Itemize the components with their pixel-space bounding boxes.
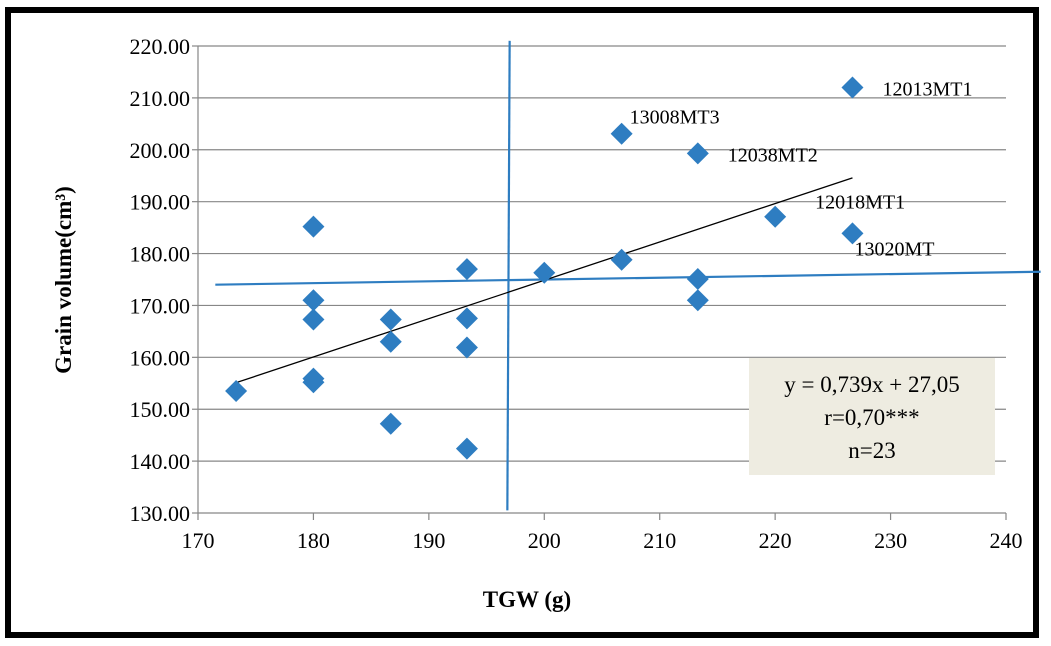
y-axis-title: Grain volume(cm³) (51, 186, 76, 374)
data-point (610, 122, 633, 145)
point-label: 12018MT1 (815, 192, 905, 214)
point-label: 13008MT3 (630, 107, 720, 129)
y-tick-label: 170.00 (130, 293, 191, 318)
point-label: 12013MT1 (882, 79, 972, 101)
x-tick-label: 200 (528, 528, 561, 553)
axes: 130.00 140.00 150.00 160.00 170.00 180.00 190.… (130, 34, 1023, 553)
data-point (455, 307, 478, 330)
data-point (455, 437, 478, 460)
y-tick-label: 150.00 (130, 397, 191, 422)
data-point (455, 336, 478, 359)
data-point (533, 261, 556, 284)
sample-size: n=23 (848, 438, 895, 463)
y-tick-label: 190.00 (130, 190, 191, 215)
data-point (302, 289, 325, 312)
point-label: 12038MT2 (728, 144, 818, 166)
data-point (302, 215, 325, 238)
data-point (610, 248, 633, 271)
data-point (841, 76, 864, 99)
data-point (686, 267, 709, 290)
data-point (379, 412, 402, 435)
point-label: 13020MT (854, 238, 934, 260)
data-point (302, 308, 325, 331)
regression-box: y = 0,739x + 27,05 r=0,70*** n=23 (749, 358, 995, 475)
x-tick-label: 190 (412, 528, 445, 553)
x-axis-title: TGW (g) (483, 587, 571, 612)
data-point (686, 142, 709, 165)
y-tick-label: 200.00 (130, 138, 191, 163)
data-points (225, 76, 864, 460)
reference-lines (215, 40, 1041, 511)
y-tick-label: 210.00 (130, 86, 191, 111)
x-tick-label: 240 (990, 528, 1023, 553)
horizontal-reference-line (215, 270, 1041, 286)
data-point (379, 308, 402, 331)
data-point (302, 371, 325, 394)
data-point (379, 330, 402, 353)
x-tick-label: 230 (874, 528, 907, 553)
regression-box-bg (749, 358, 995, 475)
y-tick-label: 130.00 (130, 501, 191, 526)
x-tick-label: 220 (759, 528, 792, 553)
y-tick-label: 160.00 (130, 345, 191, 370)
data-point (841, 222, 864, 245)
y-tick-label: 140.00 (130, 449, 191, 474)
data-point (686, 289, 709, 312)
point-labels: 13008MT3 12038MT2 12018MT1 12013MT1 13020MT (630, 79, 973, 261)
data-point (225, 380, 248, 403)
y-tick-label: 220.00 (130, 34, 191, 59)
data-point (764, 205, 787, 228)
regression-equation: y = 0,739x + 27,05 (784, 372, 959, 397)
vertical-reference-line (506, 40, 511, 511)
x-tick-label: 180 (297, 528, 330, 553)
y-tick-label: 180.00 (130, 242, 191, 267)
correlation-coefficient: r=0,70*** (824, 405, 919, 430)
data-point (455, 258, 478, 281)
x-tick-label: 210 (643, 528, 676, 553)
chart-frame (5, 7, 1039, 638)
x-tick-label: 170 (182, 528, 215, 553)
